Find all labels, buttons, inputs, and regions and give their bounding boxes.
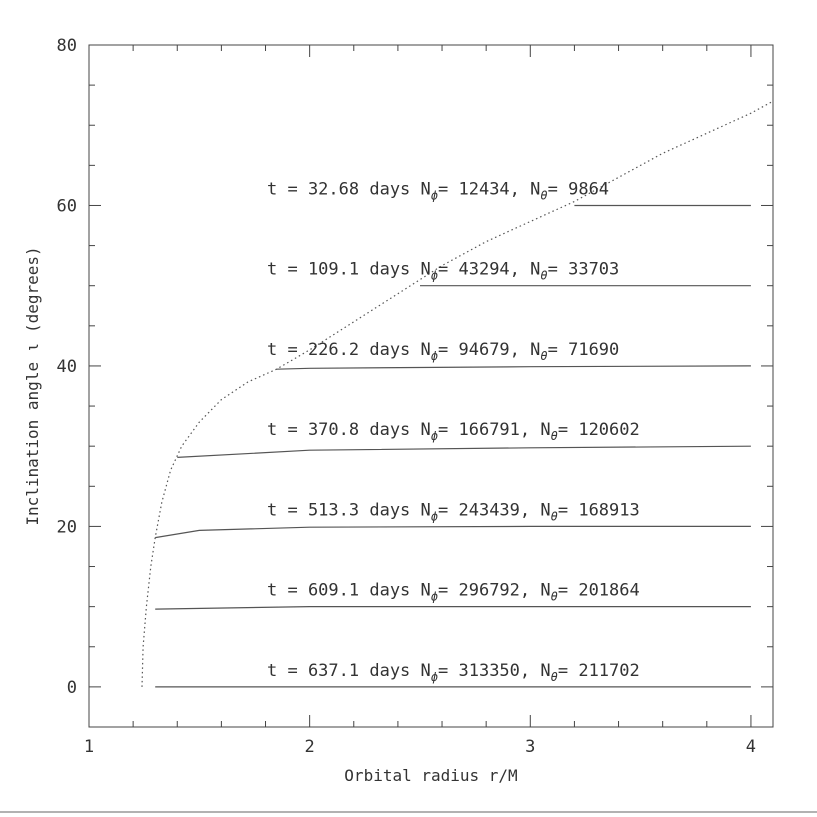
series-label-0: t = 32.68 days Nϕ= 12434, Nθ= 9864 [267, 179, 609, 202]
tick-marks [88, 44, 773, 727]
y-tick-label: 40 [57, 357, 77, 377]
boundary-curve [141, 100, 774, 687]
y-tick-label: 80 [57, 36, 77, 56]
series-line-5 [155, 605, 751, 610]
series-label-3: t = 370.8 days Nϕ= 166791, Nθ= 120602 [267, 420, 640, 443]
boundary-line [141, 100, 774, 687]
annotations: t = 32.68 days Nϕ= 12434, Nθ= 9864 t = 10… [267, 179, 640, 683]
x-tick-label: 2 [305, 737, 315, 757]
y-tick-label: 60 [57, 196, 77, 216]
series-label-6: t = 637.1 days Nϕ= 313350, Nθ= 211702 [267, 661, 640, 684]
series-lines [155, 204, 751, 688]
y-tick-label: 0 [67, 678, 77, 698]
series-line-2 [276, 365, 751, 370]
y-axis-label: Inclination angle ι (degrees) [23, 246, 42, 525]
x-tick-label: 4 [746, 737, 756, 757]
x-tick-label: 1 [84, 737, 94, 757]
series-label-4: t = 513.3 days Nϕ= 243439, Nθ= 168913 [267, 500, 640, 523]
series-line-3 [177, 445, 751, 458]
y-tick-label: 20 [57, 517, 77, 537]
plot-frame [88, 44, 774, 728]
series-line-4 [155, 525, 751, 539]
series-label-5: t = 609.1 days Nϕ= 296792, Nθ= 201864 [267, 581, 640, 604]
series-label-1: t = 109.1 days Nϕ= 43294, Nθ= 33703 [267, 260, 619, 283]
x-tick-label: 3 [525, 737, 535, 757]
x-axis-label: Orbital radius r/M [344, 766, 517, 785]
series-label-2: t = 226.2 days Nϕ= 94679, Nθ= 71690 [267, 340, 619, 363]
